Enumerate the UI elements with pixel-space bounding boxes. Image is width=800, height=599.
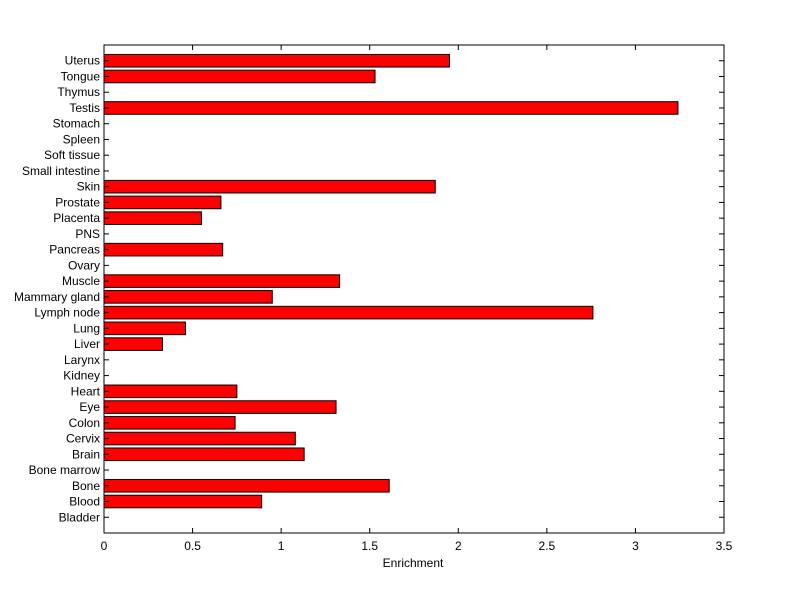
y-tick-label: Muscle bbox=[62, 274, 100, 288]
y-tick-label: Bone marrow bbox=[29, 463, 101, 477]
x-ticks-group: 0 0.5 1 1.5 2 2.5 3 3.5 bbox=[101, 45, 733, 553]
x-tick-label: 0 bbox=[101, 539, 108, 553]
y-tick-label: Bone bbox=[72, 479, 100, 493]
y-tick-label: Kidney bbox=[63, 369, 100, 383]
x-tick-label: 3.5 bbox=[716, 539, 733, 553]
y-tick-label: Mammary gland bbox=[14, 290, 100, 304]
bar-cervix bbox=[103, 431, 296, 446]
x-tick-label: 2.5 bbox=[539, 539, 556, 553]
y-tick-label: Uterus bbox=[65, 54, 100, 68]
y-tick-label: Ovary bbox=[68, 258, 100, 272]
bar-bone bbox=[103, 478, 390, 493]
bar-blood bbox=[103, 494, 263, 509]
x-tick-label: 2 bbox=[455, 539, 462, 553]
y-tick-label: Tongue bbox=[61, 69, 101, 83]
y-tick-label: Bladder bbox=[59, 510, 100, 524]
y-tick-label: Placenta bbox=[53, 211, 100, 225]
bar-pancreas bbox=[103, 242, 224, 257]
y-tick-label: Blood bbox=[69, 495, 100, 509]
bar-lymph-node bbox=[103, 305, 594, 320]
bar-mammary-gland bbox=[103, 290, 273, 304]
y-tick-label: Lung bbox=[73, 321, 100, 335]
x-tick-label: 1 bbox=[278, 539, 285, 553]
y-tick-label: Pancreas bbox=[49, 243, 100, 257]
bar-prostate bbox=[103, 195, 222, 210]
bar-testis bbox=[103, 101, 679, 115]
y-tick-label: Larynx bbox=[64, 353, 100, 367]
y-tick-label: Colon bbox=[69, 416, 100, 430]
x-tick-label: 1.5 bbox=[361, 539, 378, 553]
y-tick-label: Eye bbox=[79, 400, 100, 414]
x-axis-label: Enrichment bbox=[383, 556, 444, 570]
bar-heart bbox=[103, 384, 238, 399]
y-tick-label: Prostate bbox=[55, 195, 100, 209]
bar-brain bbox=[103, 447, 305, 462]
y-tick-label: PNS bbox=[75, 227, 100, 241]
y-tick-label: Cervix bbox=[66, 432, 100, 446]
y-tick-label: Lymph node bbox=[34, 306, 100, 320]
y-tick-label: Heart bbox=[71, 384, 101, 398]
bar-colon bbox=[103, 416, 236, 430]
bar-tongue bbox=[103, 69, 376, 84]
bars-group bbox=[103, 53, 679, 509]
y-tick-label: Testis bbox=[69, 101, 100, 115]
x-tick-label: 3 bbox=[632, 539, 639, 553]
y-tick-label: Thymus bbox=[57, 85, 100, 99]
y-tick-label: Stomach bbox=[53, 117, 100, 131]
bar-liver bbox=[103, 337, 163, 351]
y-tick-label: Spleen bbox=[63, 132, 100, 146]
y-tick-label: Small intestine bbox=[22, 164, 100, 178]
bar-muscle bbox=[103, 274, 341, 288]
bar-placenta bbox=[103, 211, 202, 225]
x-tick-label: 0.5 bbox=[184, 539, 201, 553]
bar-eye bbox=[103, 400, 337, 414]
y-tick-label: Liver bbox=[74, 337, 100, 351]
y-tick-label: Skin bbox=[77, 180, 100, 194]
y-tick-label: Brain bbox=[72, 447, 100, 461]
bar-lung bbox=[103, 321, 186, 336]
bar-skin bbox=[103, 179, 436, 194]
y-tick-label: Soft tissue bbox=[44, 148, 100, 162]
bar-uterus bbox=[103, 53, 450, 68]
